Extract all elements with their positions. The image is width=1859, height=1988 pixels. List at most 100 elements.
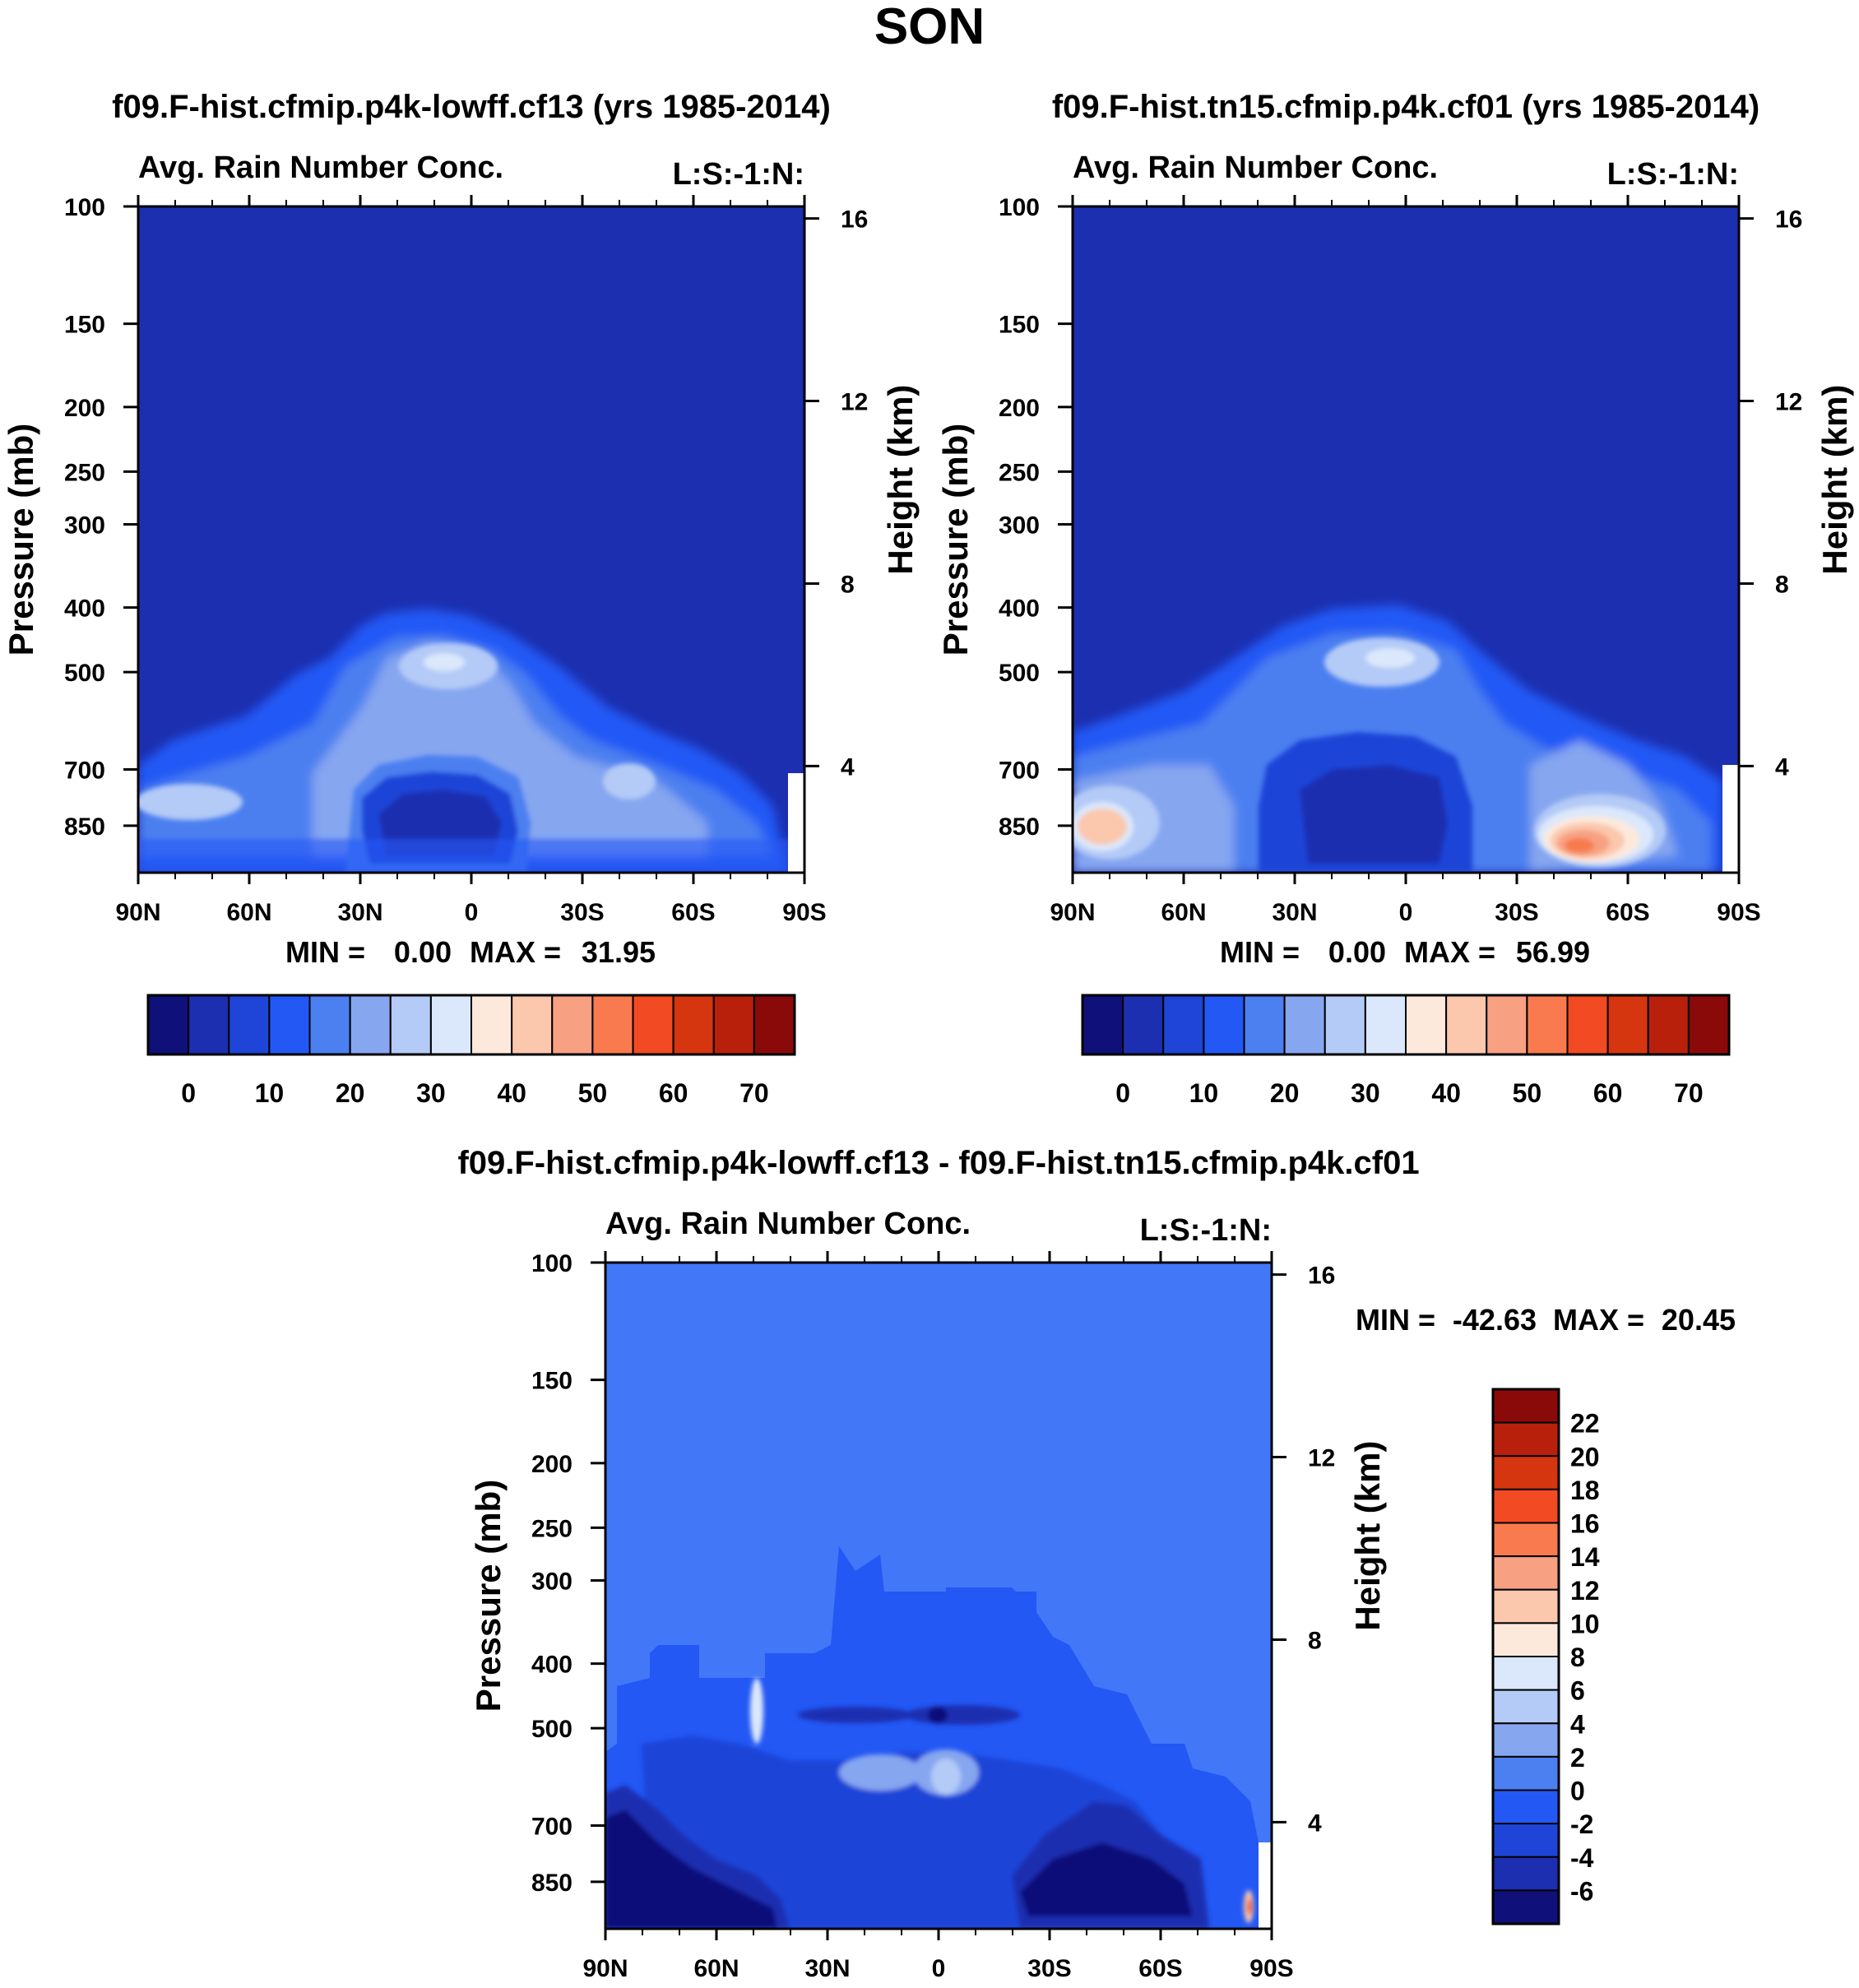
panel-3-colorbar-label: 4 [1570, 1709, 1585, 1739]
panel-1-colorbar-label: 10 [255, 1078, 285, 1108]
panel-1-north-blob [138, 784, 243, 820]
panel-2-south-f [1565, 838, 1594, 853]
panel-2-colorbar-box [1364, 994, 1407, 1055]
panel-2-left-label: Avg. Rain Number Conc. [1073, 151, 1438, 185]
panel-3-min-label: MIN = [1356, 1303, 1435, 1337]
panel-3-xtick-label: 90S [1249, 1955, 1293, 1982]
panel-3-streak-light [750, 1678, 763, 1744]
panel-2-field [1073, 206, 1739, 873]
panel-3-ytick-label: 500 [531, 1716, 573, 1743]
panel-1-surface-low [138, 839, 804, 873]
panel-3-colorbar-label: -6 [1570, 1876, 1593, 1906]
panel-2-colorbar-label: 30 [1351, 1078, 1380, 1108]
panel-3-ytick-label: 100 [531, 1250, 573, 1277]
panel-3-title: f09.F-hist.cfmip.p4k-lowff.cf13 - f09.F-… [457, 1145, 1419, 1181]
panel-1-colorbar-box [672, 994, 715, 1055]
panel-1-colorbar-frame [146, 994, 796, 1056]
panel-2-y2tick-label: 4 [1775, 753, 1789, 781]
panel-2-upper-core [1365, 648, 1415, 668]
panel-1-colorbar-box [268, 994, 311, 1055]
panel-2-ytick-label: 200 [999, 395, 1040, 422]
panel-3-max-label: MAX = [1553, 1303, 1644, 1337]
panel-3-colorbar-label: 20 [1570, 1442, 1600, 1471]
panel-1-ytick-label: 150 [64, 312, 105, 339]
panel-2-colorbar-box [1647, 994, 1690, 1055]
panel-2-axes: 90N 60N 30N 0 30S 60S 90S 100 150 200 250 300 400 500… [936, 194, 1854, 926]
panel-3-colorbar-box [1492, 1789, 1560, 1825]
panel-3: f09.F-hist.cfmip.p4k-lowff.cf13 - f09.F-… [457, 1145, 1736, 1982]
panel-2-colorbar-box [1606, 994, 1649, 1055]
panel-3-xtick-label: 30N [804, 1955, 850, 1982]
panel-2-colorbar-label: 70 [1674, 1078, 1704, 1108]
panel-3-colorbar-label: 8 [1570, 1643, 1585, 1672]
panel-1-colorbar: 0 10 20 30 40 50 60 70 [146, 994, 796, 1108]
panel-1-colorbar-box [551, 994, 594, 1055]
panel-1-y2tick-label: 12 [841, 389, 868, 416]
panel-2-missing-sp [1722, 765, 1739, 873]
panel-2-colorbar-label: 20 [1270, 1078, 1300, 1108]
panel-3-colorbar-label: 14 [1570, 1542, 1600, 1572]
panel-1-colorbar-label: 40 [497, 1078, 526, 1108]
panel-3-xtick-label: 0 [932, 1955, 946, 1982]
panel-2-north-max [1078, 809, 1127, 845]
panel-2-y2label: Height (km) [1815, 385, 1854, 575]
panel-1-right-label: L:S:-1:N: [673, 157, 804, 192]
panel-3-colorbar-box [1492, 1823, 1560, 1858]
panel-2-colorbar-box [1243, 994, 1286, 1055]
panel-2-xtick-label: 60S [1606, 899, 1649, 926]
panel-1-y2label: Height (km) [881, 385, 920, 575]
panel-2-ytick-label: 500 [999, 660, 1040, 687]
panel-2-colorbar-box [1526, 994, 1569, 1055]
panel-1-y2tick-label: 16 [841, 206, 868, 234]
panel-1-south-blob [603, 763, 656, 799]
panel-2-colorbar-box [1082, 994, 1124, 1055]
panel-2-colorbar-box [1445, 994, 1488, 1055]
panel-1-colorbar-box [308, 994, 351, 1055]
panel-3-ytick-label: 700 [531, 1814, 573, 1841]
panel-3-sp-max [1247, 1898, 1252, 1915]
panel-1-field [138, 206, 804, 873]
panel-1-ytick-label: 400 [64, 595, 105, 623]
panel-1-ytick-label: 700 [64, 758, 105, 785]
panel-2-colorbar-label: 60 [1593, 1078, 1623, 1108]
panel-1-colorbar-label: 70 [739, 1078, 769, 1108]
panel-3-y2tick-label: 8 [1308, 1627, 1322, 1654]
panel-2-xtick-label: 60N [1161, 899, 1206, 926]
panel-3-colorbar-box [1492, 1421, 1560, 1457]
panel-2-ytick-label: 700 [999, 758, 1040, 785]
panel-2-ytick-label: 250 [999, 459, 1040, 486]
panel-3-colorbar-box [1492, 1755, 1560, 1791]
panel-3-upper-light-a [839, 1754, 921, 1791]
panel-3-south-min [1020, 1842, 1193, 1916]
panel-1-min-label: MIN = [285, 935, 365, 969]
panel-3-ytick-label: 400 [531, 1652, 573, 1679]
panel-1-axes: 90N 60N 30N 0 30S 60S 90S 100 150 200 250 300 400 500… [2, 194, 920, 926]
panel-2-colorbar-frame [1081, 994, 1731, 1056]
panel-1-xtick-label: 30N [337, 899, 382, 926]
panel-2-colorbar-box [1122, 994, 1165, 1055]
panel-3-colorbar-label: 22 [1570, 1409, 1600, 1439]
panel-1-max-label: MAX = [470, 935, 561, 969]
panel-2-xtick-label: 30N [1272, 899, 1317, 926]
panel-3-xtick-label: 30S [1027, 1955, 1071, 1982]
panel-2-colorbar-label: 40 [1431, 1078, 1461, 1108]
panel-2-title: f09.F-hist.tn15.cfmip.p4k.cf01 (yrs 1985… [1052, 89, 1759, 125]
panel-3-left-label: Avg. Rain Number Conc. [605, 1207, 971, 1241]
panel-2-y2tick-label: 8 [1775, 571, 1789, 598]
panel-1-ytick-label: 100 [64, 194, 105, 221]
panel-2: f09.F-hist.tn15.cfmip.p4k.cf01 (yrs 1985… [936, 89, 1854, 1108]
panel-3-north-min [605, 1810, 777, 1929]
panel-3-xtick-label: 60N [693, 1955, 739, 1982]
panel-2-colorbar-box [1405, 994, 1448, 1055]
panel-3-ytick-label: 300 [531, 1568, 573, 1595]
panel-3-colorbar-box [1492, 1555, 1560, 1591]
panel-2-colorbar-box [1486, 994, 1528, 1055]
panel-3-colorbar-box [1492, 1522, 1560, 1558]
figure-title: SON [874, 0, 985, 55]
panel-2-ytick-label: 150 [999, 312, 1040, 339]
panel-3-colorbar-frame [1491, 1388, 1560, 1925]
panel-3-colorbar-box [1492, 1622, 1560, 1657]
panel-1-xtick-label: 90S [782, 899, 826, 926]
